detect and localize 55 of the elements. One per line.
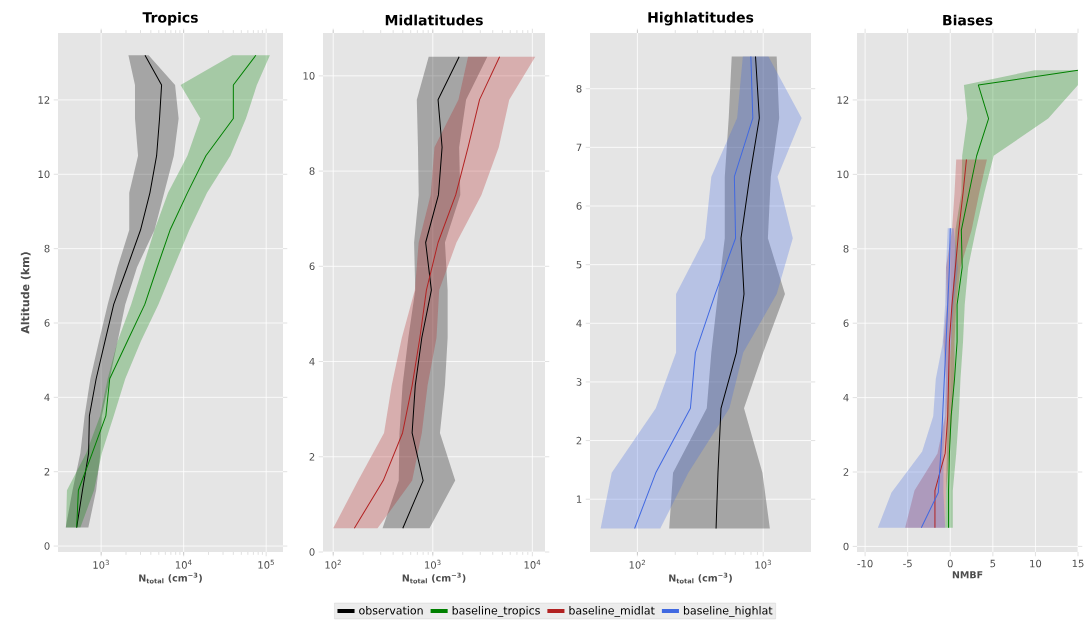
legend-label: baseline_tropics <box>452 606 540 618</box>
chart-title: Midlatitudes <box>385 14 483 26</box>
y-tick-label: 2 <box>309 453 315 461</box>
y-tick-label: 6 <box>309 262 315 271</box>
y-tick-label: 2 <box>576 436 582 445</box>
text: baseline_midlat <box>569 606 655 618</box>
y-tick-label: 7 <box>576 143 582 151</box>
y-tick-label: 0 <box>309 548 315 556</box>
x-axis-title: N$_{total}$ (cm$^{−3}$) <box>139 572 202 584</box>
y-tick-label: 4 <box>309 357 315 366</box>
y-tick-label: 4 <box>843 393 849 402</box>
y-tick-label: 10 <box>837 170 849 179</box>
x-tick-label: 15 <box>1072 559 1084 568</box>
y-tick-label: 0 <box>44 542 50 550</box>
y-tick-label: 8 <box>576 84 582 93</box>
legend-label: observation <box>359 606 423 615</box>
y-axis-title: Altitude (km) <box>20 252 31 334</box>
y-tick-label: 1 <box>576 495 582 503</box>
chart-title: Biases <box>943 14 993 26</box>
y-tick-label: 0 <box>843 542 849 551</box>
y-tick-label: 6 <box>44 319 50 327</box>
x-tick-label: -5 <box>903 559 912 568</box>
x-tick-label: 5 <box>990 559 996 568</box>
y-tick-label: 10 <box>38 170 50 179</box>
y-tick-label: 3 <box>576 378 582 386</box>
x-axis-title: NMBF <box>952 571 983 579</box>
chart-title: Tropics <box>142 11 198 26</box>
y-tick-label: 2 <box>843 468 849 476</box>
y-tick-label: 8 <box>843 244 849 253</box>
x-tick-label: 10$^{4}$ <box>175 559 192 569</box>
y-tick-label: 5 <box>576 260 582 269</box>
y-tick-label: 12 <box>38 96 50 104</box>
x-tick-label: 10$^{3}$ <box>93 559 109 569</box>
chart-title: Highlatitudes <box>648 11 754 26</box>
y-tick-label: 6 <box>843 319 849 327</box>
y-tick-label: 12 <box>837 96 849 104</box>
y-tick-label: 8 <box>44 244 50 253</box>
x-tick-label: 10$^{2}$ <box>629 559 646 569</box>
y-tick-label: 10 <box>303 72 315 80</box>
x-tick-label: 10$^{4}$ <box>524 559 541 569</box>
x-tick-label: 0 <box>947 559 953 568</box>
y-tick-label: 2 <box>44 467 50 476</box>
y-tick-label: 6 <box>576 202 582 210</box>
x-tick-label: 10$^{2}$ <box>325 559 341 569</box>
x-tick-label: 10$^{3}$ <box>755 559 771 569</box>
y-tick-label: 4 <box>576 319 582 327</box>
x-axis-title: N$_{total}$ (cm$^{−3}$) <box>669 572 732 584</box>
text: baseline_highlat <box>683 606 773 618</box>
x-tick-label: -10 <box>857 559 873 568</box>
y-tick-label: 8 <box>309 167 315 175</box>
y-tick-label: 4 <box>44 393 50 401</box>
x-tick-label: 10$^{3}$ <box>425 559 441 569</box>
x-axis-title: N$_{total}$ (cm$^{−3}$) <box>402 572 466 584</box>
x-tick-label: 10$^{5}$ <box>258 559 274 569</box>
x-tick-label: 10 <box>1030 559 1042 568</box>
